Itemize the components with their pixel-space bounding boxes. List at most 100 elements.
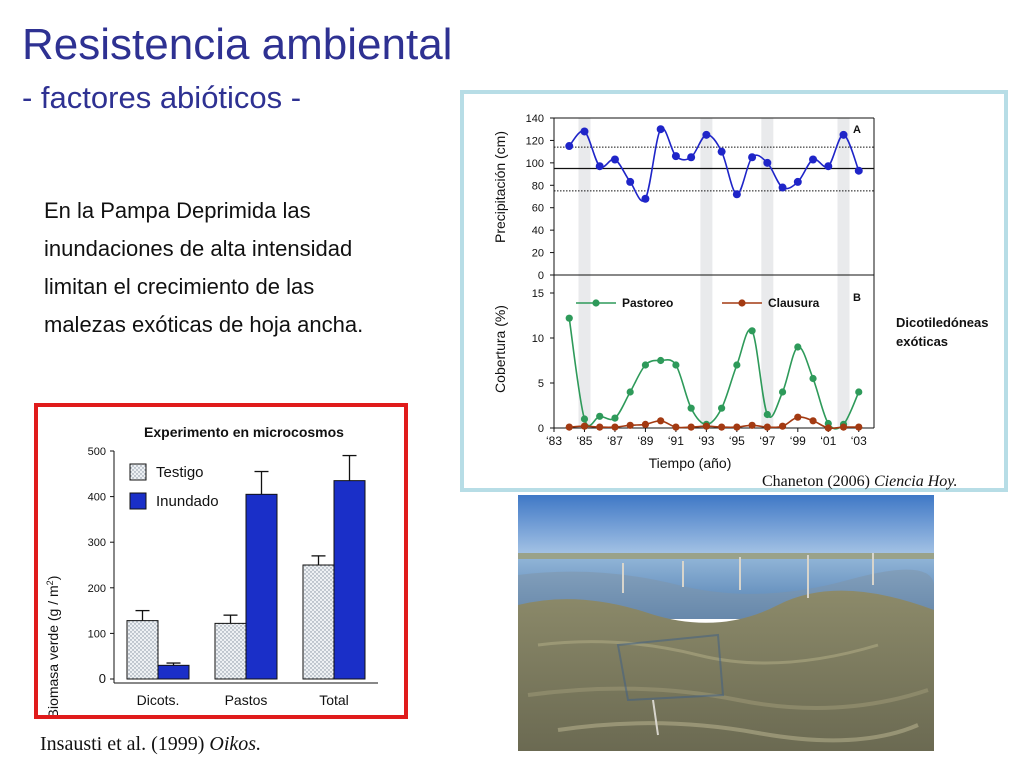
photo-drawing xyxy=(518,495,934,751)
precip-point xyxy=(732,190,741,199)
panel-a-label: A xyxy=(853,124,861,136)
cover-line-pastoreo xyxy=(568,318,860,430)
cover-point-pastoreo xyxy=(611,414,619,422)
cover-point-clausura xyxy=(855,423,863,431)
bar-y-tick-label: 300 xyxy=(88,537,106,549)
bar-y-tick-label: 400 xyxy=(88,492,106,504)
cover-point-clausura xyxy=(672,423,680,431)
cover-point-pastoreo xyxy=(718,404,726,412)
bar-testigo xyxy=(126,620,159,680)
cover-point-pastoreo xyxy=(626,388,634,396)
x-tick-label: ‘99 xyxy=(790,434,806,448)
cover-point-pastoreo xyxy=(687,404,695,412)
cover-point-clausura xyxy=(733,423,741,431)
bar-testigo xyxy=(302,564,335,680)
cover-point-clausura xyxy=(763,423,771,431)
microcosm-chart-frame: Experimento en microcosmos Biomasa verde… xyxy=(34,403,408,719)
bar-inundado xyxy=(157,664,190,680)
precip-point xyxy=(763,158,772,167)
precip-point xyxy=(687,153,696,162)
cover-point-clausura xyxy=(778,422,787,430)
x-tick-label: ‘87 xyxy=(607,434,623,448)
x-tick-label: ‘83 xyxy=(546,434,562,448)
cover-point-clausura xyxy=(809,417,817,425)
legend-label-inundado: Inundado xyxy=(156,493,219,510)
cover-point-clausura xyxy=(611,423,619,431)
x-tick-label: ‘01 xyxy=(820,434,836,448)
slide-title: Resistencia ambiental xyxy=(22,20,453,69)
precip-line xyxy=(568,127,860,202)
legend-point-clausura xyxy=(738,299,746,307)
cover-point-pastoreo xyxy=(809,374,817,383)
x-axis-label: Tiempo (año) xyxy=(649,455,732,471)
cover-point-pastoreo xyxy=(580,415,589,423)
bar-category-label: Total xyxy=(319,692,349,708)
precip-point xyxy=(748,153,757,162)
precip-point xyxy=(580,127,589,136)
bar-chart-y-axis-label: Biomasa verde (g / m2) xyxy=(45,576,61,715)
cover-point-pastoreo xyxy=(733,361,741,369)
precip-y-tick-label: 120 xyxy=(526,135,544,147)
legend-swatch-inundado xyxy=(129,492,147,510)
precip-point xyxy=(671,152,680,161)
bar-inundado xyxy=(333,480,366,680)
precipitation-coverage-chart: 0 20 40 60 80 100 120 140 0 5 10 15 ‘83 ‘85 ‘87 ‘89 ‘91 ‘… xyxy=(492,113,988,471)
cover-point-clausura xyxy=(839,423,848,431)
x-tick-label: ‘85 xyxy=(576,434,592,448)
body-paragraph: En la Pampa Deprimida las inundaciones d… xyxy=(44,192,444,344)
citation-chaneton: Chaneton (2006) Ciencia Hoy. xyxy=(762,473,958,490)
slide-subtitle: - factores abióticos - xyxy=(22,80,302,115)
cover-point-pastoreo xyxy=(763,410,771,419)
bar-category-label: Pastos xyxy=(225,692,268,708)
cover-point-clausura xyxy=(565,423,573,431)
microcosm-bar-chart: Experimento en microcosmos Biomasa verde… xyxy=(45,424,378,718)
cover-point-clausura xyxy=(626,421,634,429)
x-tick-label: ‘91 xyxy=(668,434,684,448)
precip-y-tick-label: 140 xyxy=(526,113,544,125)
bar-y-tick-label: 200 xyxy=(88,583,106,595)
cover-point-clausura xyxy=(718,423,726,431)
chaneton-figure-frame: 0 20 40 60 80 100 120 140 0 5 10 15 ‘83 ‘85 ‘87 ‘89 ‘91 ‘… xyxy=(460,90,1008,492)
cover-point-pastoreo xyxy=(855,388,863,396)
legend-label-clausura: Clausura xyxy=(768,296,820,310)
bar-y-tick-label: 500 xyxy=(88,446,106,458)
cover-y-tick-label: 15 xyxy=(532,288,544,300)
panel-b-cover-y-label: Cobertura (%) xyxy=(492,305,508,393)
precip-point xyxy=(778,183,787,192)
cover-point-clausura xyxy=(596,423,604,431)
cover-point-clausura xyxy=(748,421,756,429)
highlight-band xyxy=(837,118,850,428)
bar-testigo xyxy=(214,622,247,680)
paragraph-line: inundaciones de alta intensidad xyxy=(44,236,353,261)
cover-point-pastoreo xyxy=(641,361,650,369)
side-label-exotic: exóticas xyxy=(896,334,948,349)
precip-point xyxy=(854,166,863,175)
citation-insausti: Insausti et al. (1999) Oikos. xyxy=(40,733,262,755)
precip-point xyxy=(824,162,833,171)
cover-point-clausura xyxy=(657,417,665,425)
cover-point-clausura xyxy=(580,422,589,430)
precip-y-tick-label: 60 xyxy=(532,203,544,215)
panel-b-label: B xyxy=(853,292,861,304)
precip-y-tick-label: 40 xyxy=(532,225,544,237)
precip-point xyxy=(610,155,619,164)
paragraph-line: limitan el crecimiento de las xyxy=(44,274,315,299)
highlight-band xyxy=(761,118,774,428)
x-tick-label: ‘93 xyxy=(698,434,714,448)
cover-point-pastoreo xyxy=(748,327,756,335)
highlight-band xyxy=(578,118,591,428)
precip-point xyxy=(565,142,574,151)
precip-y-tick-label: 0 xyxy=(538,270,544,282)
precip-point xyxy=(595,162,604,171)
precip-point xyxy=(656,125,665,134)
precip-point xyxy=(702,130,711,139)
paragraph-line: En la Pampa Deprimida las xyxy=(44,198,311,223)
bar-y-tick-label: 100 xyxy=(88,628,106,640)
precip-point xyxy=(809,155,818,164)
panel-a-precip-y-label: Precipitación (cm) xyxy=(492,131,508,243)
cover-point-clausura xyxy=(794,413,802,421)
legend-label-testigo: Testigo xyxy=(156,464,204,481)
precip-y-tick-label: 20 xyxy=(532,248,544,260)
cover-y-tick-label: 10 xyxy=(532,333,544,345)
cover-y-tick-label: 0 xyxy=(538,423,544,435)
